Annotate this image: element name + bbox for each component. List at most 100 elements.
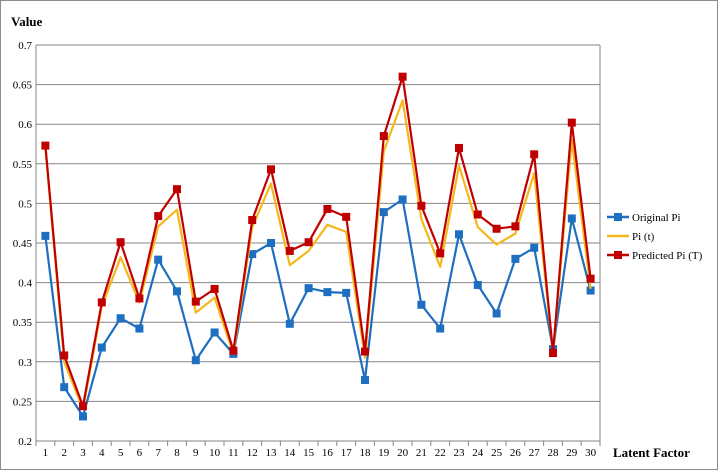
- y-tick-label: 0.45: [13, 238, 33, 250]
- data-point: [361, 376, 369, 385]
- y-tick-label: 0.4: [18, 278, 32, 290]
- y-tick-label: 0.35: [13, 317, 33, 329]
- data-point: [549, 349, 557, 358]
- x-tick-label: 5: [118, 447, 124, 459]
- legend-label: Original Pi: [632, 212, 681, 224]
- data-point: [567, 118, 576, 127]
- x-tick-label: 10: [209, 447, 221, 459]
- data-point: [135, 324, 144, 333]
- series-2: [41, 72, 595, 411]
- data-point: [342, 212, 351, 221]
- x-axis-title: Latent Factor: [613, 445, 690, 460]
- data-point: [567, 214, 576, 223]
- data-point: [248, 216, 257, 225]
- y-tick-label: 0.5: [18, 198, 32, 210]
- x-tick-labels: 1 2 3 4 5 6 7 8 9 10 11 12 13 14 15 16 17 18 19 20 21 22 23 24 2…: [35, 441, 601, 459]
- data-point: [267, 239, 275, 247]
- data-point: [530, 243, 539, 252]
- data-point: [398, 195, 407, 204]
- x-tick-label: 30: [585, 447, 597, 459]
- x-tick-label: 21: [416, 447, 427, 459]
- data-point: [60, 383, 69, 392]
- data-point: [379, 208, 388, 217]
- x-tick-label: 1: [43, 447, 49, 459]
- data-point: [97, 343, 106, 352]
- series-line: [44, 198, 592, 418]
- data-point: [60, 351, 69, 360]
- legend-label: Pi (t): [632, 231, 655, 243]
- x-tick-label: 29: [566, 447, 578, 459]
- data-point: [492, 309, 501, 318]
- data-point: [455, 230, 463, 239]
- y-tick-label: 0.3: [18, 357, 32, 369]
- x-tick-label: 15: [303, 447, 315, 459]
- data-point: [97, 298, 106, 307]
- y-tick-label: 0.2: [18, 436, 32, 448]
- y-tick-label: 0.6: [18, 119, 32, 131]
- data-point: [530, 150, 539, 159]
- data-point: [511, 222, 520, 231]
- x-tick-label: 14: [284, 447, 296, 459]
- x-tick-label: 6: [137, 447, 143, 459]
- x-tick-label: 26: [510, 447, 522, 459]
- data-point: [379, 132, 388, 141]
- gridlines: [35, 44, 601, 442]
- series-group: [41, 72, 595, 421]
- series-0: [41, 195, 595, 421]
- data-point: [304, 284, 313, 293]
- data-point: [455, 143, 463, 152]
- x-tick-label: 23: [454, 447, 466, 459]
- legend-label: Predicted Pi (T): [632, 250, 703, 262]
- data-point: [191, 297, 200, 306]
- data-point: [41, 231, 50, 240]
- data-point: [436, 249, 445, 258]
- x-tick-label: 28: [548, 447, 560, 459]
- data-point: [586, 274, 595, 283]
- y-tick-label: 0.7: [18, 40, 32, 52]
- x-tick-label: 27: [529, 447, 541, 459]
- x-tick-label: 2: [61, 447, 67, 459]
- series-1: [44, 99, 592, 411]
- legend-item: Original Pi: [607, 212, 681, 224]
- data-point: [473, 280, 482, 289]
- y-tick-labels: 0.2 0.25 0.3 0.35 0.4 0.45 0.5 0.55 0.6 0.65 0.7: [13, 40, 33, 448]
- x-tick-label: 11: [228, 447, 239, 459]
- x-tick-label: 12: [247, 447, 258, 459]
- x-tick-label: 17: [341, 447, 353, 459]
- data-point: [210, 284, 219, 293]
- legend-item: Pi (t): [607, 231, 655, 243]
- legend: Original Pi Pi (t) Predicted Pi (T): [607, 212, 703, 262]
- data-point: [191, 356, 200, 365]
- data-point: [342, 288, 351, 297]
- data-point: [173, 185, 181, 194]
- data-point: [173, 287, 181, 296]
- data-point: [41, 141, 50, 150]
- series-line: [44, 99, 592, 411]
- data-point: [417, 300, 426, 309]
- x-tick-label: 16: [322, 447, 334, 459]
- x-tick-label: 24: [472, 447, 484, 459]
- y-axis-title: Value: [11, 14, 43, 29]
- data-point: [436, 324, 445, 333]
- y-tick-label: 0.65: [13, 80, 33, 92]
- legend-marker: [614, 251, 622, 259]
- x-tick-label: 25: [491, 447, 503, 459]
- data-point: [304, 238, 313, 247]
- x-tick-label: 9: [193, 447, 199, 459]
- data-point: [154, 255, 163, 264]
- legend-item: Predicted Pi (T): [607, 250, 703, 262]
- data-point: [417, 201, 426, 210]
- data-point: [116, 238, 125, 247]
- data-point: [79, 402, 87, 411]
- data-point: [361, 347, 369, 356]
- series-line: [44, 75, 592, 408]
- x-tick-label: 20: [397, 447, 409, 459]
- data-point: [492, 224, 501, 233]
- data-point: [511, 254, 520, 263]
- data-point: [285, 246, 294, 255]
- y-tick-label: 0.25: [13, 396, 33, 408]
- x-tick-label: 13: [266, 447, 278, 459]
- x-tick-label: 8: [174, 447, 180, 459]
